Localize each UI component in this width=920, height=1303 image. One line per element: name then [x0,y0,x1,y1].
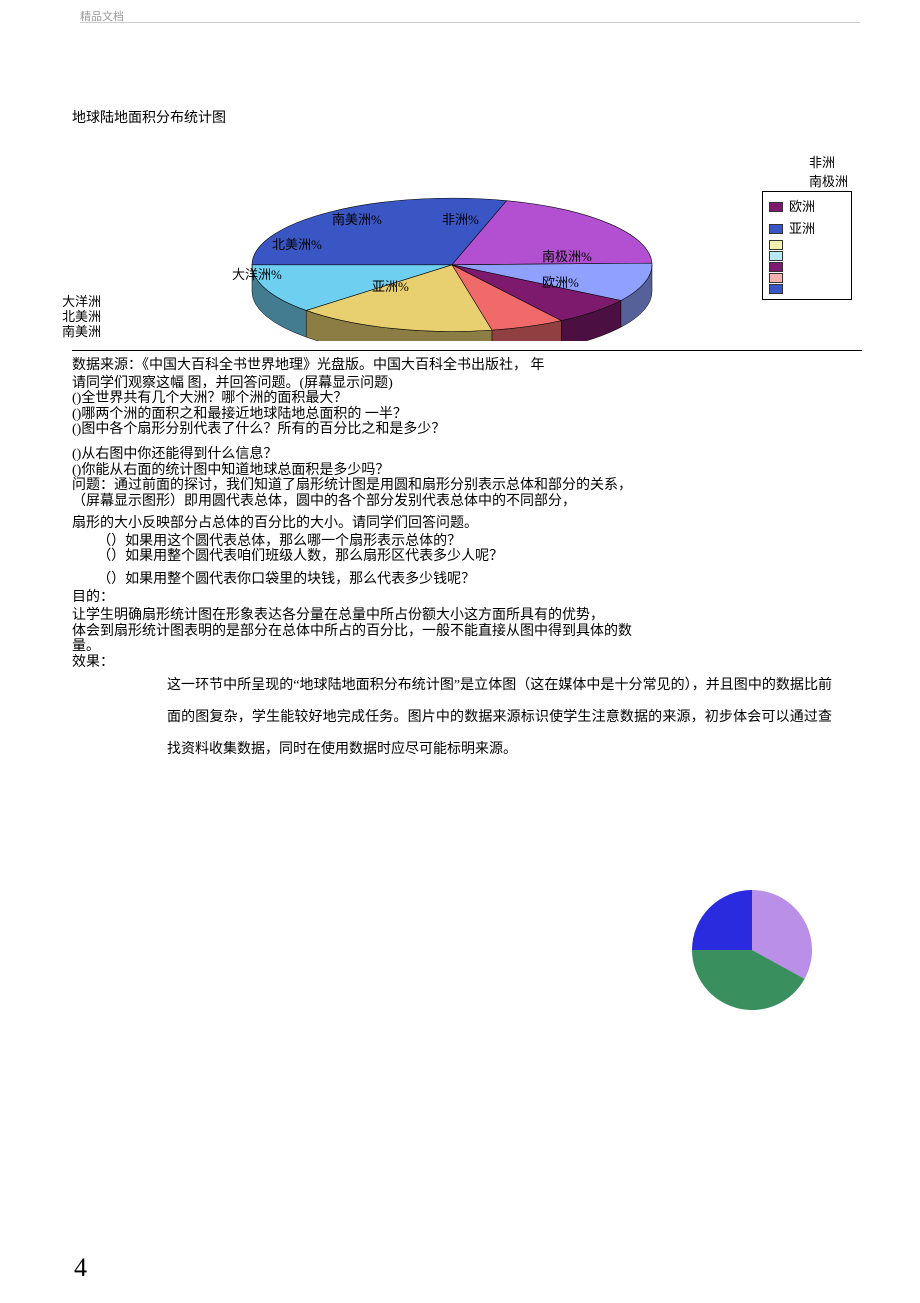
line-5: 扇形的大小反映部分占总体的百分比的大小。请同学们回答问题。 [72,515,862,534]
body-text: 数据来源：《中国大百科全书世界地理》光盘版。中国大百科全书出版社， 年 请同学们… [72,357,862,767]
pie-label-asia: 亚洲% [372,278,409,296]
legend-row-2 [769,240,845,250]
legend-swatch [769,224,783,234]
legend-outside-1: 南极洲 [809,172,848,192]
line-9b: 体会到扇形统计图表明的是部分在总体中所占的百分比，一般不能直接从图中得到具体的数 [72,624,862,639]
line-2b: ()哪两个洲的面积之和最接近地球陆地总面积的 一半？ [72,407,862,422]
left-stacked-labels: 大洋洲 北美洲 南美洲 [62,295,101,340]
line-10a: 量。 [72,639,862,654]
pie-label-antarctica: 南极洲% [542,248,592,266]
pie-label-namerica: 北美洲% [272,236,322,254]
legend-row-6 [769,284,845,294]
explanation-para: 这一环节中所呈现的“地球陆地面积分布统计图”是立体图（这在媒体中是十分常见的），… [72,670,862,767]
legend-row-5 [769,273,845,283]
pie-label-africa: 非洲% [442,211,479,229]
pie-label-oceania: 大洋洲% [232,266,282,284]
left-label-2: 南美洲 [62,325,101,340]
legend-outside-0: 非洲 [809,153,848,173]
line-4b: （屏幕显示图形）即用圆代表总体，圆中的各个部分发别代表总体中的不同部分， [72,494,862,509]
legend-swatch [769,202,783,212]
line-10b: 效果： [72,655,862,670]
left-label-1: 北美洲 [62,310,101,325]
legend-row-0: 欧洲 [769,197,845,218]
legend-swatch [769,262,783,272]
header-rule [80,22,860,23]
line-7: （）如果用整个圆代表你口袋里的块钱，那么代表多少钱呢？ [72,571,862,590]
legend-box: 欧洲亚洲 [762,191,852,301]
line-2a: ()图中各个扇形分别代表了什么？所有的百分比之和是多少？ [72,422,862,437]
legend-label: 欧洲 [789,197,815,218]
main-content: 地球陆地面积分布统计图 非洲% 南美洲% 北美洲% 大洋洲% 亚洲% 南极洲% … [72,110,862,766]
line-3b: ()你能从右面的统计图中知道地球总面积是多少吗？ [72,463,862,478]
line-1b: ()全世界共有几个大洲？哪个洲的面积最大？ [72,391,862,406]
line-8: 目的： [72,589,862,608]
line-6b: （）如果用整个圆代表咱们班级人数，那么扇形区代表多少人呢？ [72,549,862,564]
legend-swatch [769,273,783,283]
left-label-0: 大洋洲 [62,295,101,310]
line-3a: ()从右图中你还能得到什么信息？ [72,447,862,462]
line-4a: 问题：通过前面的探讨，我们知道了扇形统计图是用圆和扇形分别表示总体和部分的关系， [72,478,862,493]
small-pie-chart [682,880,822,1020]
legend-swatch [769,284,783,294]
legend-swatch [769,251,783,261]
legend-row-4 [769,262,845,272]
legend-swatch [769,240,783,250]
legend-outside: 非洲 南极洲 [809,153,848,192]
line-9a: 让学生明确扇形统计图在形象表达各分量在总量中所占份额大小这方面所具有的优势， [72,608,862,623]
page-number: 4 [74,1253,87,1283]
legend-label: 亚洲 [789,219,815,240]
legend-row-1: 亚洲 [769,219,845,240]
pie-chart-3d: 非洲% 南美洲% 北美洲% 大洋洲% 亚洲% 南极洲% 欧洲% 非洲 南极洲 欧… [72,131,862,351]
line-1a: 请同学们观察这幅 图，并回答问题。(屏幕显示问题) [72,376,862,391]
pie-label-samerica: 南美洲% [332,211,382,229]
source-line: 数据来源：《中国大百科全书世界地理》光盘版。中国大百科全书出版社， 年 [72,357,862,376]
small-pie-svg [682,880,822,1020]
legend-row-3 [769,251,845,261]
line-6a: （）如果用这个圆代表总体，那么哪一个扇形表示总体的？ [72,534,862,549]
pie-label-europe: 欧洲% [542,274,579,292]
chart-title: 地球陆地面积分布统计图 [72,110,862,129]
